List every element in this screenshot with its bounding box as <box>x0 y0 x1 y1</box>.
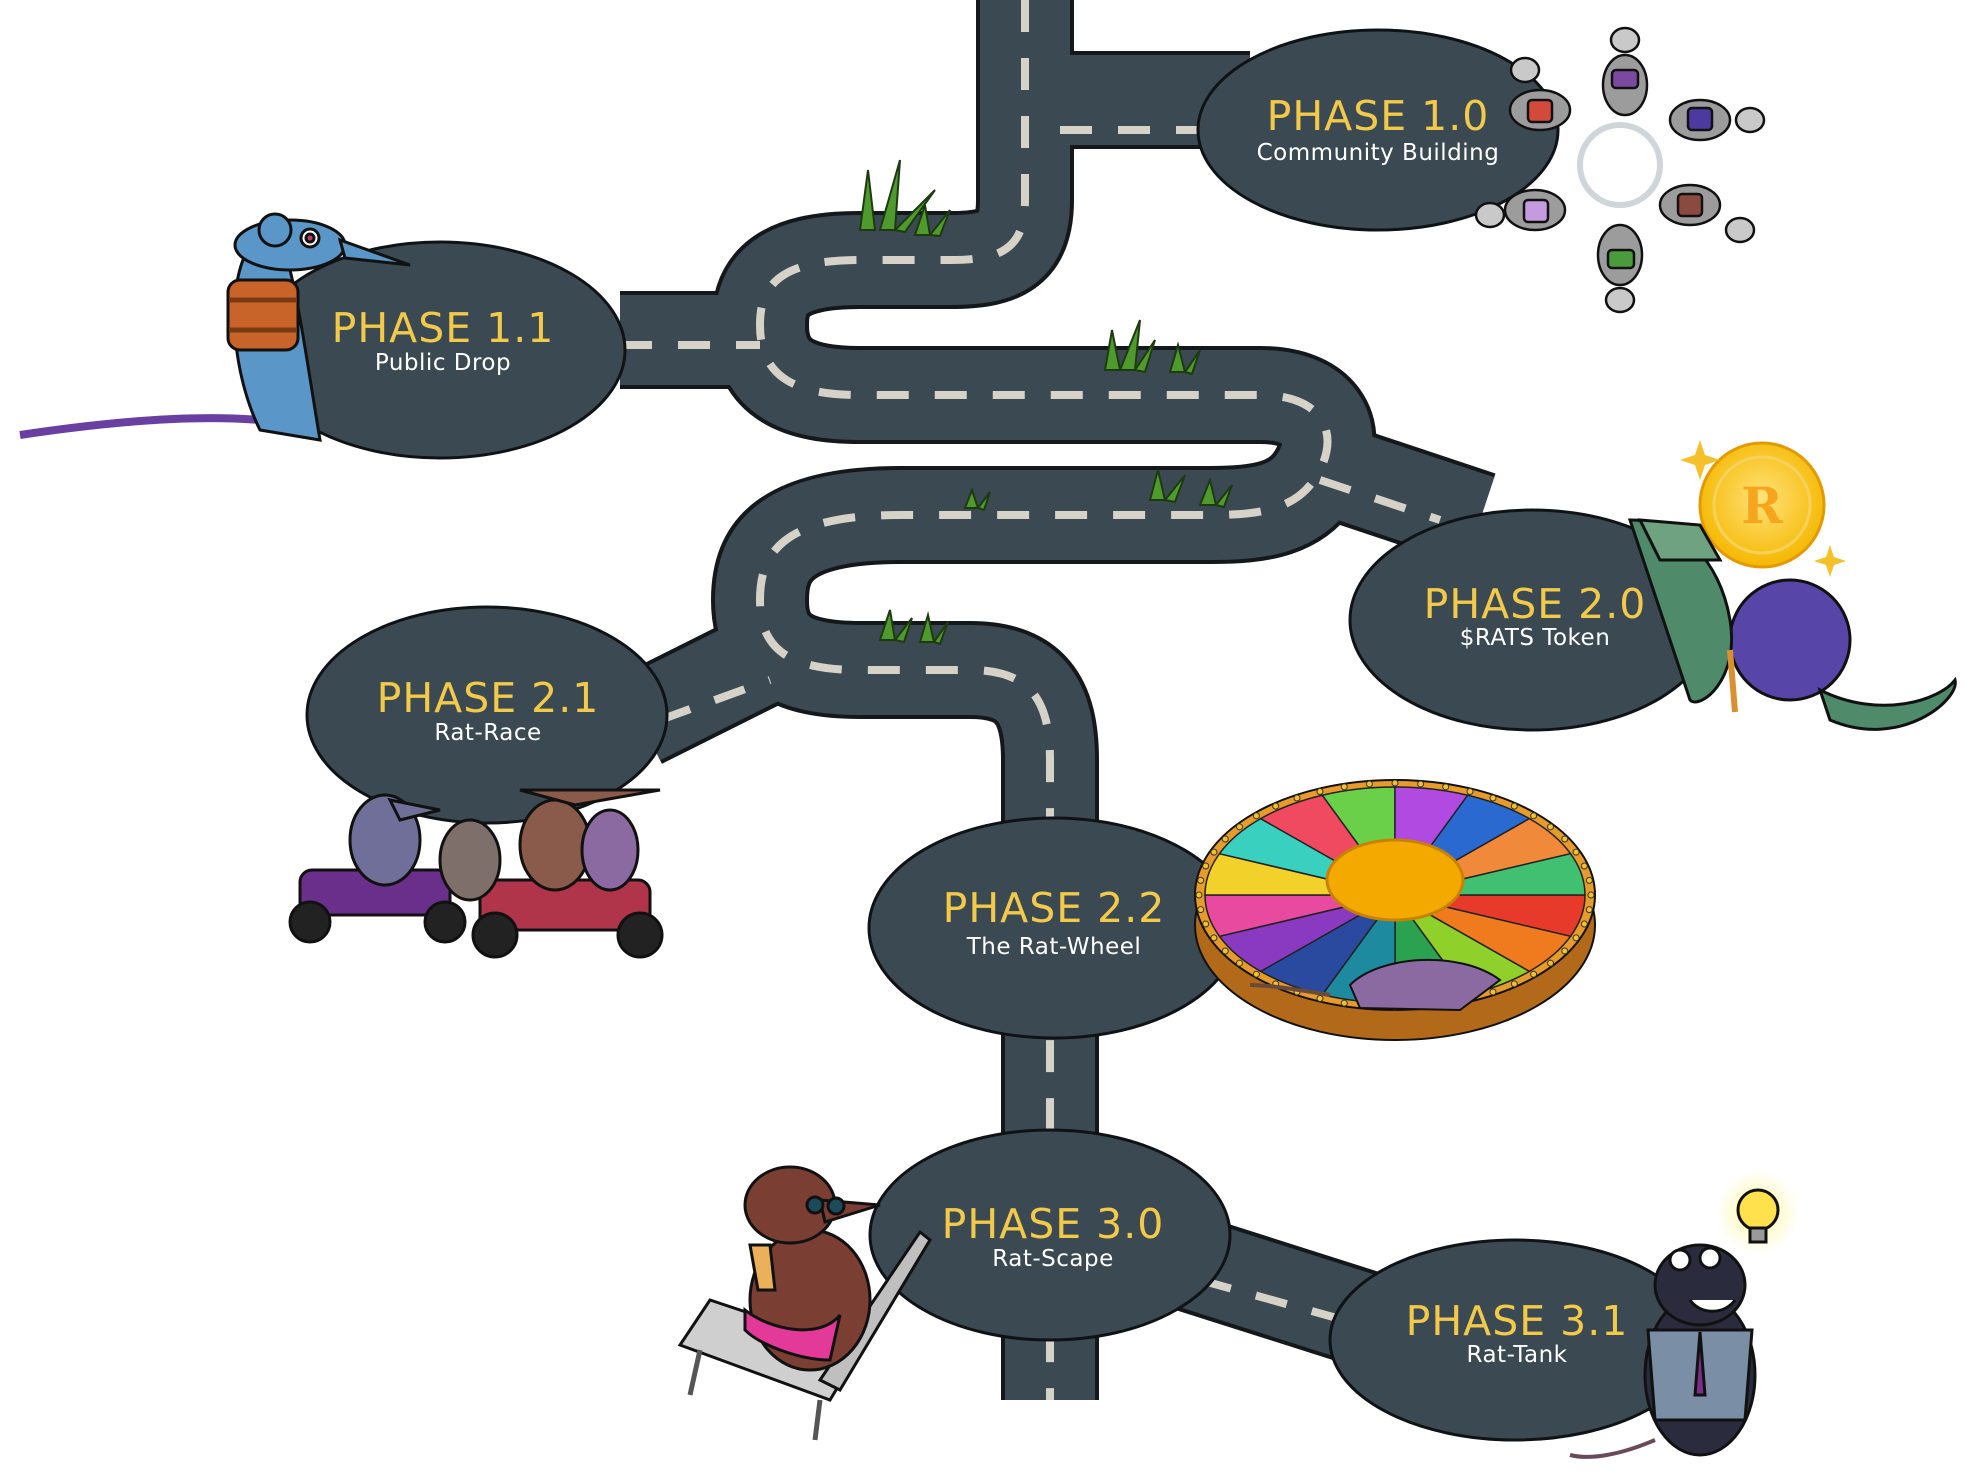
wheel-peg <box>1510 802 1518 810</box>
phase-1-0: PHASE 1.0 Community Building <box>1196 28 1560 232</box>
phase-1-1-subtitle: Public Drop <box>375 350 511 376</box>
wheel-peg <box>1210 848 1218 856</box>
wheel-peg <box>1202 920 1210 928</box>
wheel-peg <box>1221 947 1229 955</box>
wheel-peg <box>1365 780 1373 788</box>
wheel-peg <box>1510 980 1518 988</box>
phase-3-1-title: PHASE 3.1 <box>1406 1297 1629 1345</box>
grass-tuft <box>1168 341 1201 376</box>
phase-1-1: PHASE 1.1 Public Drop <box>253 240 627 460</box>
wheel-peg <box>1417 780 1425 788</box>
wheel-peg <box>1587 891 1595 899</box>
wheel-peg <box>1466 788 1474 796</box>
coin-letter: R <box>1741 476 1783 535</box>
rat-tank-lightbulb-illustration <box>1569 1170 1800 1459</box>
wheel-peg <box>1530 812 1538 820</box>
wheel-peg <box>1530 970 1538 978</box>
phase-2-2-title: PHASE 2.2 <box>943 884 1166 932</box>
rat-wheel-illustration <box>1194 779 1596 1041</box>
rat-go-karts-illustration <box>288 788 664 959</box>
grass-tuft <box>878 609 913 644</box>
wheel-peg <box>1489 794 1497 802</box>
rat-life-vest-illustration <box>19 212 411 442</box>
phase-bubbles: PHASE 1.0 Community Building PHASE 1.1 P… <box>253 28 1716 1442</box>
wheel-peg <box>1316 994 1324 1002</box>
phase-2-0: PHASE 2.0 $RATS Token <box>1348 508 1716 732</box>
wheel-peg <box>1572 934 1580 942</box>
grass-tuft <box>963 487 991 512</box>
phase-1-1-title: PHASE 1.1 <box>332 304 555 352</box>
wheel-peg <box>1580 862 1588 870</box>
wheel-peg <box>1580 920 1588 928</box>
wheel-peg <box>1210 934 1218 942</box>
phase-3-0-subtitle: Rat-Scape <box>992 1246 1113 1272</box>
phase-1-0-subtitle: Community Building <box>1257 140 1500 166</box>
wheel-peg <box>1197 906 1205 914</box>
phase-2-1: PHASE 2.1 Rat-Race <box>305 605 669 825</box>
wheel-peg <box>1561 835 1569 843</box>
rat-sunbed-illustration <box>677 1165 932 1441</box>
phase-2-2: PHASE 2.2 The Rat-Wheel <box>867 816 1241 1040</box>
phase-2-0-title: PHASE 2.0 <box>1424 580 1647 628</box>
wheel-peg <box>1272 802 1280 810</box>
grass-tuft <box>858 159 936 234</box>
wheel-peg <box>1221 835 1229 843</box>
wheel-peg <box>1197 876 1205 884</box>
phase-2-0-subtitle: $RATS Token <box>1460 625 1611 651</box>
wheel-peg <box>1236 823 1244 831</box>
rat-coin-illustration: R <box>1627 440 1957 731</box>
wheel-peg <box>1391 779 1399 787</box>
phase-2-1-subtitle: Rat-Race <box>434 720 541 746</box>
wheel-peg <box>1561 947 1569 955</box>
wheel-peg <box>1442 783 1450 791</box>
wheel-peg <box>1195 891 1203 899</box>
wheel-peg <box>1546 959 1554 967</box>
wheel-peg <box>1546 823 1554 831</box>
phase-3-0: PHASE 3.0 Rat-Scape <box>868 1128 1232 1342</box>
grass-tufts <box>858 159 1233 646</box>
grass-tuft <box>1198 476 1233 509</box>
wheel-peg <box>1572 848 1580 856</box>
wheel-peg <box>1316 788 1324 796</box>
phase-3-1: PHASE 3.1 Rat-Tank <box>1328 1238 1702 1442</box>
grass-tuft <box>918 611 949 646</box>
wheel-peg <box>1340 783 1348 791</box>
phase-2-2-subtitle: The Rat-Wheel <box>966 934 1142 960</box>
phase-3-1-subtitle: Rat-Tank <box>1466 1342 1567 1368</box>
wheel-peg <box>1585 876 1593 884</box>
wheel-peg <box>1252 970 1260 978</box>
phase-3-0-title: PHASE 3.0 <box>942 1200 1165 1248</box>
rat-circle-illustration <box>1474 26 1766 314</box>
wheel-peg <box>1293 794 1301 802</box>
wheel-peg <box>1252 812 1260 820</box>
wheel-peg <box>1489 988 1497 996</box>
phase-1-0-title: PHASE 1.0 <box>1267 92 1490 140</box>
wheel-peg <box>1202 862 1210 870</box>
phase-2-1-title: PHASE 2.1 <box>377 674 600 722</box>
wheel-peg <box>1585 906 1593 914</box>
grass-tuft <box>1103 319 1156 374</box>
grass-tuft <box>1148 469 1186 504</box>
wheel-peg <box>1236 959 1244 967</box>
grass-tuft <box>913 204 951 238</box>
wheel-peg <box>1340 999 1348 1007</box>
